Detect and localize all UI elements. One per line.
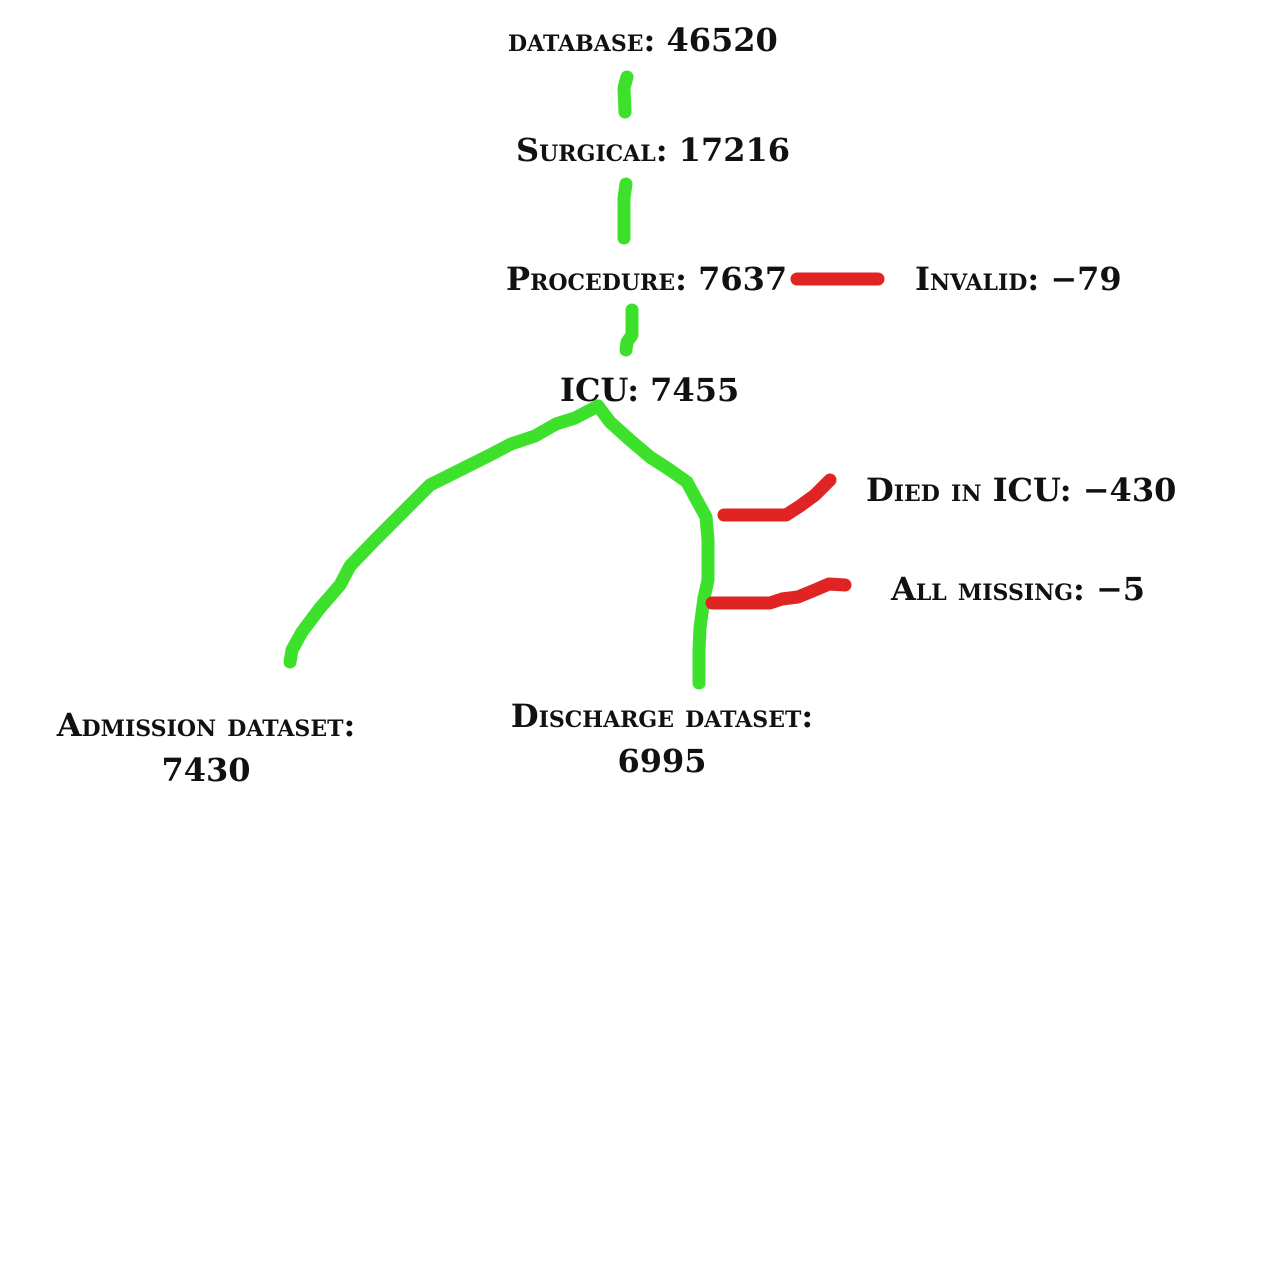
exclusion-invalid-label: Invalid: <box>915 260 1040 298</box>
exclusion-died-in-icu-count: −430 <box>1082 471 1177 509</box>
exclusion-died-in-icu-label: Died in ICU: <box>866 471 1072 509</box>
node-admission-dataset: Admission dataset: 7430 <box>46 703 366 793</box>
connector-procedure-icu <box>619 303 639 357</box>
node-icu-count: 7455 <box>650 371 740 409</box>
exclusion-invalid-count: −79 <box>1050 260 1122 298</box>
exclusion-all-missing: All missing: −5 <box>891 567 1145 612</box>
exclusion-invalid: Invalid: −79 <box>915 257 1122 302</box>
node-discharge-dataset-count: 6995 <box>617 741 707 780</box>
node-database: database: 46520 <box>508 18 778 63</box>
exclusion-all-missing-count: −5 <box>1095 570 1146 608</box>
connector-icu-discharge <box>591 399 715 690</box>
node-discharge-dataset: Discharge dataset: 6995 <box>502 694 822 784</box>
node-procedure: Procedure: 7637 <box>506 257 787 302</box>
node-icu: ICU: 7455 <box>560 368 739 413</box>
node-admission-dataset-count: 7430 <box>161 750 251 789</box>
connector-surgical-procedure <box>617 177 633 245</box>
node-surgical-count: 17216 <box>678 131 790 169</box>
node-admission-dataset-label: Admission dataset: <box>56 706 356 744</box>
node-database-label: database: <box>508 21 656 59</box>
node-icu-label: ICU: <box>560 371 640 409</box>
node-surgical: Surgical: 17216 <box>516 128 790 173</box>
connector-exclusion-all-missing <box>705 577 852 610</box>
node-procedure-count: 7637 <box>698 260 788 298</box>
connector-database-surgical <box>617 70 634 119</box>
node-surgical-label: Surgical: <box>516 131 668 169</box>
node-discharge-dataset-label: Discharge dataset: <box>510 697 814 735</box>
node-database-count: 46520 <box>666 21 778 59</box>
connector-icu-admission <box>283 399 605 669</box>
node-procedure-label: Procedure: <box>506 260 687 298</box>
exclusion-died-in-icu: Died in ICU: −430 <box>866 468 1176 513</box>
exclusion-all-missing-label: All missing: <box>891 570 1085 608</box>
connector-exclusion-died-in-icu <box>717 473 837 522</box>
